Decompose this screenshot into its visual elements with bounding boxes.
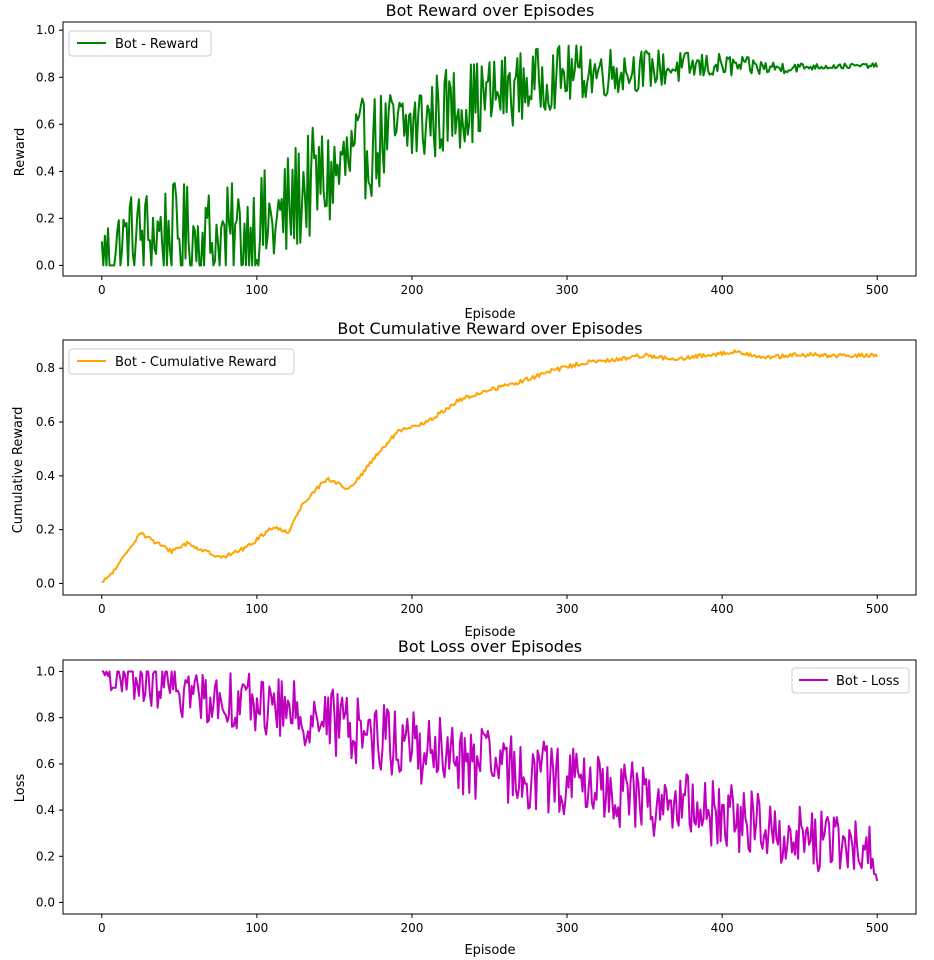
loss-x-tick-label: 300 <box>556 921 579 935</box>
reward-x-tick-label: 500 <box>866 283 889 297</box>
loss-y-axis-label: Loss <box>13 774 28 803</box>
reward-series-line <box>100 44 879 267</box>
cumulative-reward-y-tick-label: 0.2 <box>36 523 55 537</box>
loss-x-ticks: 0 100 200 300 400 500 <box>98 914 889 935</box>
reward-legend-label: Bot - Reward <box>115 37 198 52</box>
cumulative-reward-x-tick-label: 0 <box>98 602 106 616</box>
reward-y-tick-label: 0.0 <box>36 258 55 272</box>
reward-x-ticks: 0 100 200 300 400 500 <box>98 276 889 297</box>
cumulative-reward-x-tick-label: 500 <box>866 602 889 616</box>
reward-legend: Bot - Reward <box>68 30 212 57</box>
reward-y-ticks: 0.0 0.2 0.4 0.6 0.8 1.0 <box>36 23 63 272</box>
cumulative-reward-y-tick-label: 0.4 <box>36 469 55 483</box>
loss-y-tick-label: 1.0 <box>36 665 55 679</box>
loss-y-tick-label: 0.4 <box>36 803 55 817</box>
cumulative-reward-series-line <box>101 349 879 584</box>
loss-y-tick-label: 0.8 <box>36 711 55 725</box>
cumulative-reward-x-tick-label: 100 <box>245 602 268 616</box>
cumulative-reward-y-tick-label: 0.8 <box>36 361 55 375</box>
cumulative-reward-plot-frame <box>62 339 917 596</box>
loss-title: Bot Loss over Episodes <box>398 637 582 656</box>
reward-x-tick-label: 300 <box>556 283 579 297</box>
reward-y-tick-label: 0.2 <box>36 211 55 225</box>
reward-x-tick-label: 200 <box>401 283 424 297</box>
cumulative-reward-legend: Bot - Cumulative Reward <box>68 348 295 375</box>
reward-y-tick-label: 0.8 <box>36 70 55 84</box>
loss-x-tick-label: 100 <box>245 921 268 935</box>
cumulative-reward-x-ticks: 0 100 200 300 400 500 <box>98 595 889 616</box>
cumulative-reward-x-tick-label: 300 <box>556 602 579 616</box>
loss-y-tick-label: 0.2 <box>36 849 55 863</box>
reward-x-tick-label: 400 <box>711 283 734 297</box>
cumulative-reward-legend-label: Bot - Cumulative Reward <box>115 355 277 370</box>
reward-y-axis-label: Reward <box>13 128 28 176</box>
loss-y-tick-label: 0.6 <box>36 757 55 771</box>
cumulative-reward-y-axis-label: Cumulative Reward <box>11 407 26 534</box>
reward-x-axis-label: Episode <box>464 307 515 322</box>
cumulative-reward-y-tick-label: 0.6 <box>36 415 55 429</box>
cumulative-reward-panel: Bot Cumulative Reward over Episodes 0 100… <box>11 319 917 640</box>
loss-legend-box <box>791 667 910 694</box>
loss-legend: Bot - Loss <box>791 667 910 694</box>
loss-series-line <box>101 670 879 882</box>
loss-x-tick-label: 500 <box>866 921 889 935</box>
loss-legend-label: Bot - Loss <box>836 674 900 689</box>
reward-panel: Bot Reward over Episodes 0 100 200 300 400 50… <box>13 1 917 322</box>
reward-y-tick-label: 0.4 <box>36 164 55 178</box>
reward-y-tick-label: 0.6 <box>36 117 55 131</box>
reward-legend-box <box>68 30 212 57</box>
cumulative-reward-title: Bot Cumulative Reward over Episodes <box>337 319 642 338</box>
loss-panel: Bot Loss over Episodes 0 100 200 300 400 500 … <box>13 637 917 958</box>
loss-x-axis-label: Episode <box>464 943 515 958</box>
reward-y-tick-label: 1.0 <box>36 23 55 37</box>
cumulative-reward-y-tick-label: 0.0 <box>36 576 55 590</box>
loss-plot-frame <box>62 659 917 915</box>
cumulative-reward-y-ticks: 0.0 0.2 0.4 0.6 0.8 <box>36 361 63 590</box>
loss-y-tick-label: 0.0 <box>36 895 55 909</box>
reward-plot-frame <box>62 21 917 277</box>
loss-x-tick-label: 200 <box>401 921 424 935</box>
cumulative-reward-x-axis-label: Episode <box>464 625 515 640</box>
reward-x-tick-label: 100 <box>245 283 268 297</box>
loss-y-ticks: 0.0 0.2 0.4 0.6 0.8 1.0 <box>36 665 63 909</box>
reward-x-tick-label: 0 <box>98 283 106 297</box>
cumulative-reward-x-tick-label: 400 <box>711 602 734 616</box>
cumulative-reward-legend-box <box>68 348 295 375</box>
reward-title: Bot Reward over Episodes <box>386 1 595 20</box>
cumulative-reward-x-tick-label: 200 <box>401 602 424 616</box>
loss-x-tick-label: 0 <box>98 921 106 935</box>
loss-x-tick-label: 400 <box>711 921 734 935</box>
